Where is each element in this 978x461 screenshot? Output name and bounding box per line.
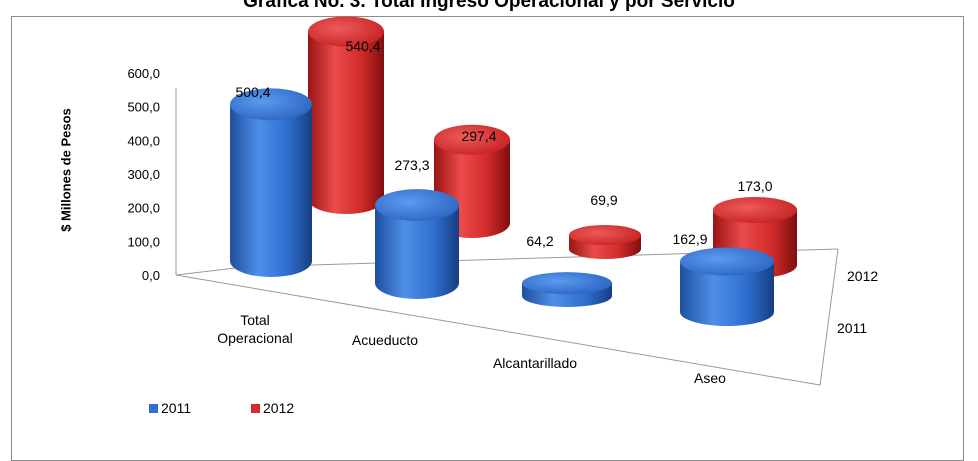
bar-top-2012: [308, 16, 384, 47]
bar-body-2011: [375, 205, 459, 299]
category-label: Alcantarillado: [493, 355, 577, 371]
y-tick-label: 400,0: [127, 133, 160, 148]
data-label-2011: 273,3: [394, 157, 429, 173]
bar-2011-2: [522, 272, 612, 307]
bars: [230, 16, 797, 326]
bar-top-2011: [680, 247, 774, 276]
bar-2011-1: [375, 189, 459, 299]
bar-2012-2: [569, 225, 641, 259]
data-label-2012: 173,0: [737, 178, 772, 194]
y-tick-label: 600,0: [127, 66, 160, 81]
category-label: Acueducto: [352, 332, 418, 348]
legend-swatch-2012: [251, 403, 260, 413]
bar-top-2011: [522, 272, 612, 295]
depth-label-2012: 2012: [847, 268, 878, 284]
chart-title: Grafica No. 3. Total Ingreso Operacional…: [243, 0, 735, 12]
depth-label-2011: 2011: [837, 320, 867, 336]
y-tick-label: 200,0: [127, 201, 160, 216]
category-label: Aseo: [694, 370, 726, 386]
y-tick-label: 100,0: [127, 234, 160, 249]
data-label-2012: 297,4: [461, 128, 496, 144]
data-label-2012: 540,4: [345, 38, 380, 54]
legend-item-2011: 2011: [149, 400, 191, 416]
legend-swatch-2011: [149, 403, 158, 413]
bar-body-2011: [230, 104, 312, 277]
bar-top-2011: [230, 88, 312, 121]
category-labels: Total Operacional Acueducto Alcantarillado A…: [217, 312, 726, 386]
data-label-2011: 162,9: [672, 231, 707, 247]
category-label: Total Operacional: [217, 312, 293, 346]
bar-top-2012: [713, 196, 797, 223]
data-label-2011: 500,4: [235, 84, 270, 100]
y-tick-label: 500,0: [127, 100, 160, 115]
data-label-2012: 69,9: [590, 192, 617, 208]
bar-body-2011: [680, 261, 774, 326]
bar-body-2012: [308, 31, 384, 215]
bar-top-2012: [569, 225, 641, 246]
legend-item-2012: 2012: [251, 400, 294, 416]
data-labels: 540,4 297,4 69,9 173,0 500,4 273,3 64,2 162,9: [235, 38, 772, 249]
bar-top-2012: [434, 124, 510, 155]
legend-label-2011: 2011: [161, 400, 192, 416]
bar-2012-0: [308, 16, 384, 215]
data-label-2011: 64,2: [526, 233, 553, 249]
y-tick-label: 0,0: [142, 268, 160, 283]
bar-top-2011: [375, 189, 459, 222]
bar-2011-0: [230, 88, 312, 277]
y-tick-label: 300,0: [127, 167, 160, 182]
bar-2011-3: [680, 247, 774, 326]
legend-label-2012: 2012: [263, 400, 295, 416]
y-axis-ticks: 0,0 100,0 200,0 300,0 400,0 500,0 600,0: [127, 66, 160, 283]
